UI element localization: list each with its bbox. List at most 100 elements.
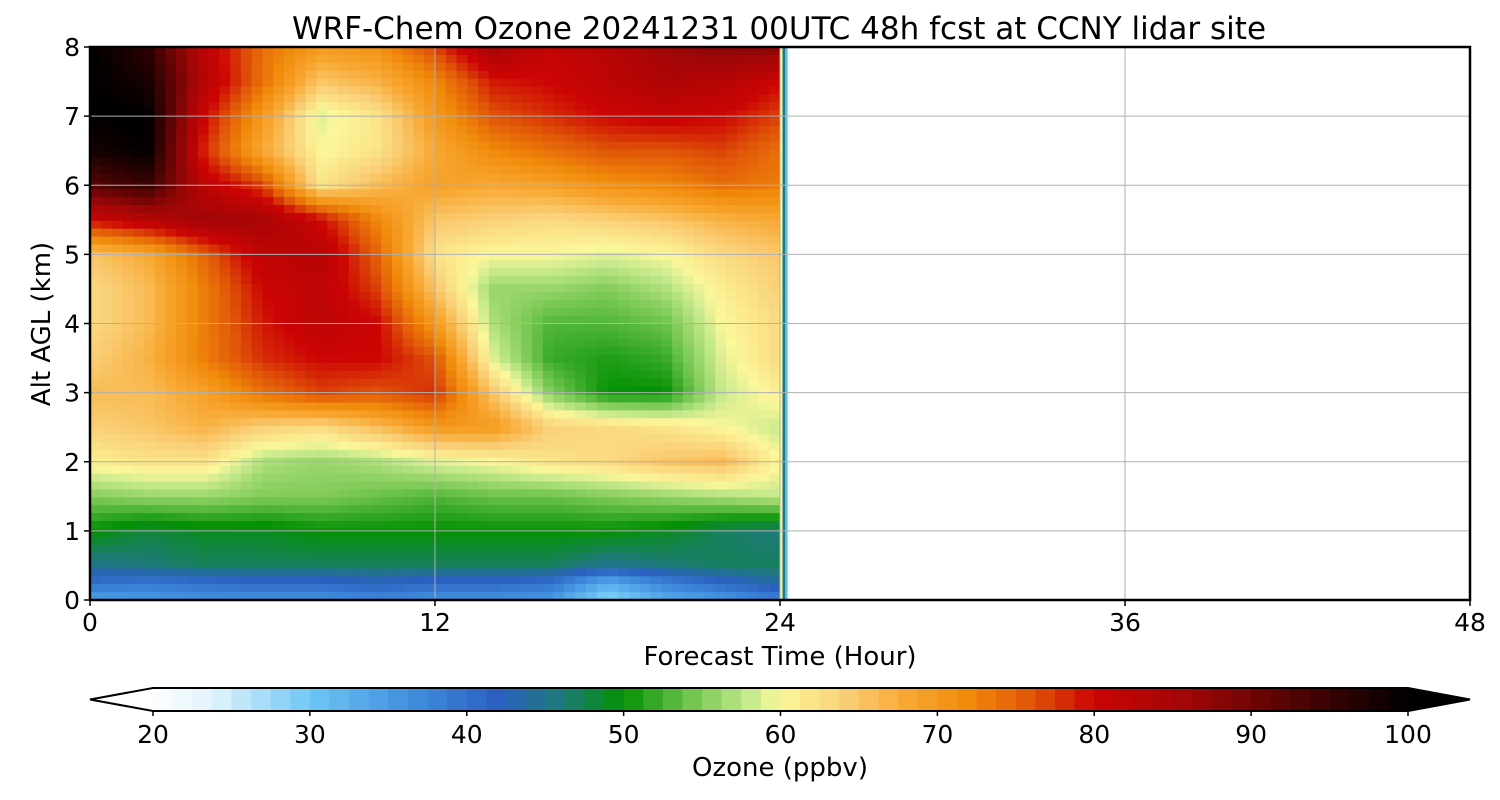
heatmap-cell [769,102,781,111]
heatmap-cell [251,141,264,151]
heatmap-cell [532,62,544,72]
heatmap-cell [467,165,479,174]
heatmap-cell [736,347,749,356]
heatmap-cell [499,386,512,396]
heatmap-cell [456,47,468,56]
heatmap-cell [143,189,156,198]
heatmap-cell [650,449,663,459]
heatmap-cell [715,536,727,546]
heatmap-cell [715,418,727,427]
heatmap-cell [165,173,177,182]
heatmap-cell [736,315,749,325]
heatmap-cell [607,236,619,246]
heatmap-cell [197,54,210,64]
heatmap-cell [187,505,199,514]
heatmap-cell [661,173,673,182]
heatmap-cell [607,426,619,435]
heatmap-cell [769,386,781,396]
heatmap-cell [424,54,436,64]
heatmap-cell [456,212,468,222]
heatmap-cell [381,481,393,490]
heatmap-cell [348,331,361,340]
heatmap-cell [521,489,533,498]
heatmap-cell [327,331,339,340]
heatmap-cell [510,331,522,340]
heatmap-cell [294,252,307,261]
heatmap-cell [154,126,167,135]
heatmap-cell [240,260,253,269]
heatmap-cell [240,307,253,317]
heatmap-cell [327,149,339,159]
heatmap-cell [488,323,501,332]
heatmap-cell [726,426,738,435]
heatmap-cell [402,402,415,411]
heatmap-cell [327,481,339,490]
heatmap-cell [629,94,641,103]
heatmap-cell [607,62,619,72]
heatmap-cell [316,126,328,135]
heatmap-cell [596,386,609,396]
heatmap-cell [478,465,490,475]
heatmap-cell [187,252,199,261]
heatmap-cell [521,568,533,577]
heatmap-cell [564,410,576,419]
heatmap-cell [704,410,716,419]
heatmap-cell [337,544,350,554]
heatmap-cell [424,157,436,167]
heatmap-cell [165,205,177,214]
heatmap-cell [607,465,619,475]
heatmap-cell [682,426,695,435]
heatmap-cell [294,418,307,427]
y-tick-label: 1 [64,517,80,546]
heatmap-cell [327,442,339,451]
heatmap-cell [693,54,706,64]
heatmap-cell [262,197,274,206]
heatmap-cell [758,54,770,64]
heatmap-cell [402,410,415,419]
heatmap-cell [747,386,760,396]
heatmap-cell [564,307,576,317]
heatmap-cell [478,141,490,151]
heatmap-cell [122,386,134,396]
heatmap-cell [607,260,619,269]
heatmap-cell [521,323,533,332]
heatmap-cell [521,102,533,111]
heatmap-cell [488,331,501,340]
heatmap-cell [747,47,760,56]
heatmap-cell [521,165,533,174]
heatmap-cell [133,62,145,72]
heatmap-cell [208,505,220,514]
heatmap-cell [693,323,706,332]
heatmap-cell [187,528,199,538]
heatmap-cell [348,489,361,498]
heatmap-cell [381,173,393,182]
heatmap-cell [413,497,425,506]
heatmap-cell [521,339,533,348]
heatmap-cell [575,592,587,601]
heatmap-cell [370,94,382,103]
colorbar-tick-label: 60 [765,720,797,749]
heatmap-cell [165,165,177,174]
heatmap-cell [100,370,113,380]
heatmap-cell [305,165,318,174]
colorbar-tick-label: 40 [451,720,483,749]
heatmap-cell [240,244,253,253]
heatmap-cell [715,197,727,206]
heatmap-cell [532,386,544,396]
heatmap-cell [747,102,760,111]
heatmap-cell [467,228,479,238]
heatmap-cell [488,560,501,569]
heatmap-cell [359,378,371,388]
heatmap-cell [445,173,458,182]
heatmap-cell [154,284,167,293]
heatmap-cell [650,434,663,443]
heatmap-cell [100,173,113,182]
heatmap-cell [413,62,425,72]
heatmap-cell [521,592,533,601]
heatmap-cell [219,323,231,332]
heatmap-cell [532,299,544,309]
heatmap-cell [596,307,609,317]
heatmap-cell [284,331,296,340]
heatmap-cell [758,173,770,182]
heatmap-cell [122,212,134,222]
